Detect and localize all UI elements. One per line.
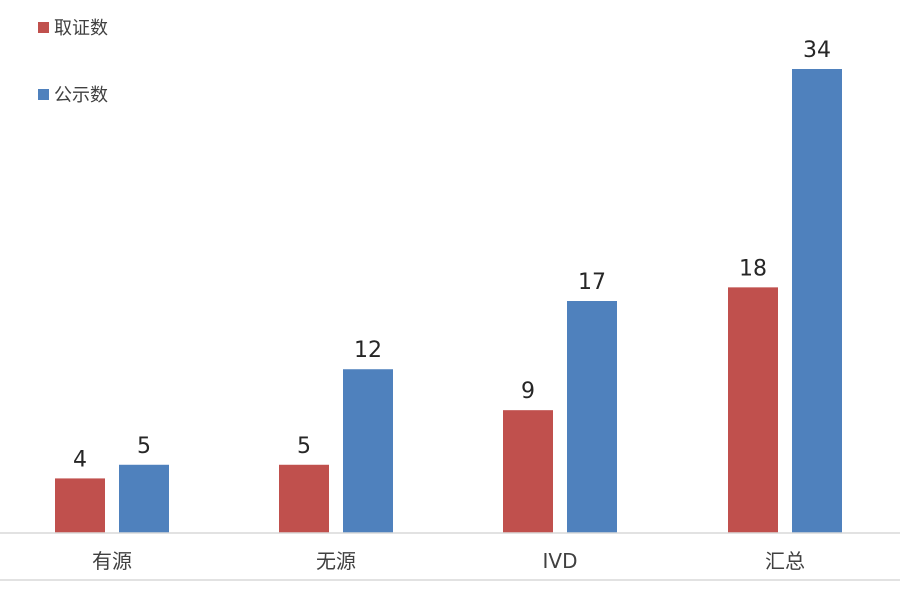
data-label-series-2-category-3: 17 [578, 270, 606, 295]
legend-label-series-2: 公示数 [54, 85, 108, 106]
bar-series-2-category-2 [343, 369, 393, 533]
bar-series-2-category-1 [119, 464, 169, 533]
legend-swatch-series-2 [38, 89, 49, 100]
legend-label-series-1: 取证数 [54, 18, 108, 39]
x-tick-label-2: 无源 [316, 549, 356, 573]
x-axis-tick-labels: 有源 无源 IVD 汇总 [92, 549, 805, 573]
bar-series-2-category-3 [567, 301, 617, 533]
data-label-series-1-category-2: 5 [297, 434, 311, 459]
data-label-series-2-category-1: 5 [137, 434, 151, 459]
x-tick-label-1: 有源 [92, 549, 132, 573]
x-tick-label-4: 汇总 [765, 549, 805, 573]
bars [55, 69, 842, 533]
bar-series-1-category-2 [279, 464, 329, 533]
data-label-series-1-category-1: 4 [73, 447, 87, 472]
data-label-series-2-category-4: 34 [803, 38, 831, 63]
bar-series-1-category-1 [55, 478, 105, 533]
data-label-series-2-category-2: 12 [354, 338, 382, 363]
bar-series-2-category-4 [792, 69, 842, 533]
x-tick-label-3: IVD [543, 549, 578, 573]
bar-series-1-category-3 [503, 410, 553, 533]
data-label-series-1-category-3: 9 [521, 379, 535, 404]
data-labels: 4 5 5 12 9 17 18 34 [73, 38, 831, 472]
legend: 取证数 公示数 [38, 18, 108, 106]
bar-series-1-category-4 [728, 287, 778, 533]
data-label-series-1-category-4: 18 [739, 256, 767, 281]
legend-swatch-series-1 [38, 22, 49, 33]
